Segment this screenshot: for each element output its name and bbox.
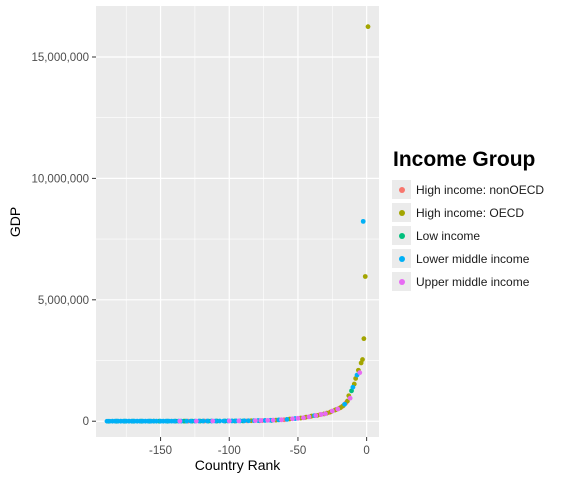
y-tick-label: 5,000,000	[38, 295, 89, 307]
data-point	[290, 416, 295, 422]
data-point	[265, 417, 271, 423]
legend-label: High income: OECD	[416, 205, 525, 220]
legend-key	[392, 180, 411, 199]
legend-key	[392, 272, 411, 291]
data-point	[357, 370, 363, 376]
y-tick-label: 10,000,000	[31, 173, 89, 185]
data-point	[360, 218, 366, 224]
legend-dot-icon	[398, 186, 405, 193]
legend-item: High income: OECD	[392, 201, 572, 224]
legend: Income Group High income: nonOECD High in…	[392, 148, 572, 293]
data-point	[258, 418, 264, 423]
legend-key	[392, 203, 411, 222]
data-point	[270, 417, 276, 423]
legend-label: High income: nonOECD	[416, 182, 545, 197]
data-point	[241, 418, 247, 424]
data-point	[279, 417, 284, 423]
data-point	[226, 418, 232, 424]
data-point	[361, 336, 367, 342]
data-point	[318, 412, 324, 417]
legend-item: Low income	[392, 224, 572, 247]
data-points	[104, 24, 371, 424]
data-point	[177, 418, 183, 424]
data-point	[284, 416, 290, 422]
major-gridlines	[96, 6, 379, 437]
y-tick-label: 15,000,000	[31, 52, 89, 64]
data-point	[193, 418, 199, 424]
data-point	[342, 401, 348, 407]
data-point	[295, 415, 301, 421]
data-point	[347, 395, 353, 401]
legend-label: Low income	[416, 228, 481, 243]
data-point	[210, 418, 216, 424]
legend-label: Lower middle income	[416, 251, 530, 266]
data-point	[217, 418, 223, 424]
data-point	[246, 418, 251, 424]
data-point	[350, 384, 356, 390]
data-point	[329, 408, 335, 414]
legend-key	[392, 249, 411, 268]
legend-dot-icon	[398, 255, 405, 262]
x-tick-label: 0	[363, 445, 369, 457]
data-point	[362, 274, 368, 279]
legend-dot-icon	[398, 232, 405, 239]
data-point	[335, 406, 341, 412]
data-point	[360, 357, 365, 362]
data-point	[171, 418, 177, 424]
legend-item: Upper middle income	[392, 270, 572, 293]
axis-ticks	[92, 56, 368, 441]
panel-background	[96, 6, 379, 437]
data-point	[323, 411, 328, 417]
data-point	[188, 418, 194, 424]
minor-gridlines	[96, 6, 379, 437]
y-tick-labels: 0 5,000,000 10,000,000 15,000,000	[31, 52, 89, 428]
data-point	[313, 413, 319, 418]
legend-key	[392, 226, 411, 245]
legend-title: Income Group	[393, 148, 536, 171]
data-point	[236, 418, 242, 424]
legend-dot-icon	[398, 278, 405, 285]
data-point	[154, 418, 159, 424]
x-tick-label: -150	[149, 445, 172, 457]
legend-label: Upper middle income	[416, 274, 530, 289]
y-tick-label: 0	[83, 416, 89, 428]
data-point	[184, 418, 190, 424]
data-point	[301, 415, 306, 421]
x-tick-labels: -150 -100 -50 0	[149, 445, 370, 457]
data-point	[306, 414, 312, 420]
x-tick-label: -50	[290, 445, 307, 457]
legend-items: High income: nonOECD High income: OECD Low…	[392, 178, 572, 293]
data-point	[204, 418, 210, 424]
legend-dot-icon	[398, 209, 405, 216]
legend-item: Lower middle income	[392, 247, 572, 270]
data-point	[349, 388, 354, 394]
legend-item: High income: nonOECD	[392, 178, 572, 201]
x-axis-title: Country Rank	[195, 457, 282, 473]
data-point	[252, 418, 258, 424]
data-point	[200, 418, 206, 424]
x-tick-label: -100	[218, 445, 241, 457]
data-point	[221, 418, 227, 424]
y-axis-title: GDP	[7, 207, 23, 237]
data-point	[365, 24, 371, 30]
